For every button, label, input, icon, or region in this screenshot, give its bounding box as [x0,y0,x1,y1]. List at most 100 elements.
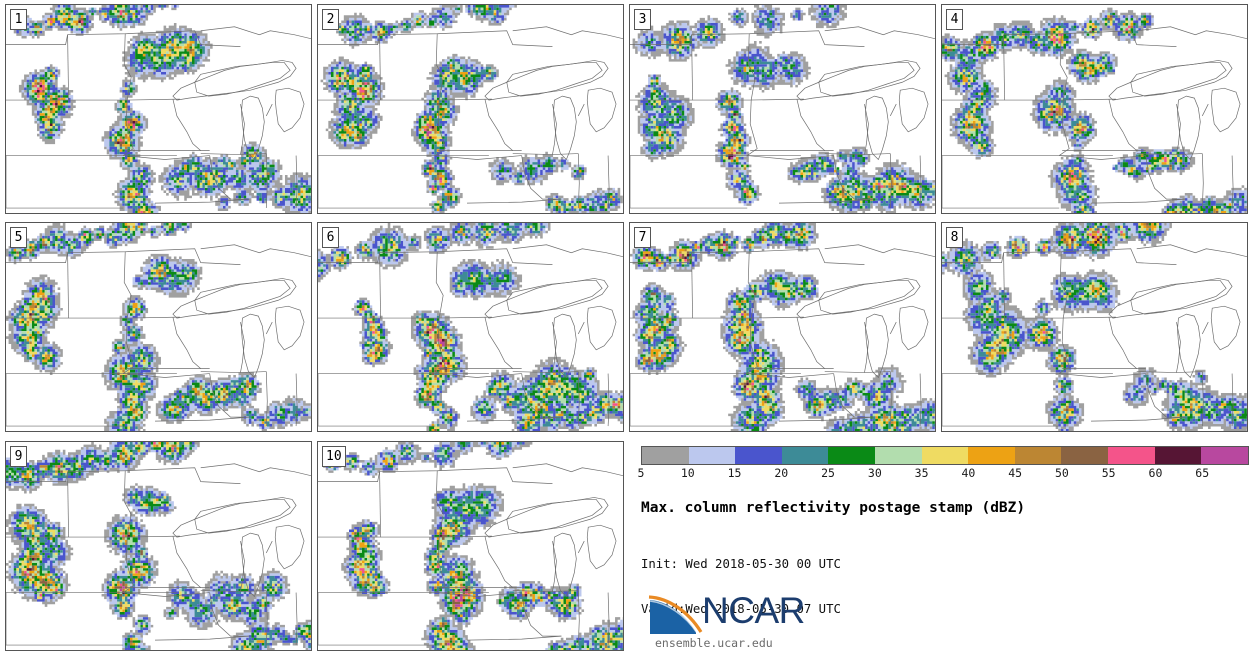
map-panel-8[interactable]: 8 [941,222,1248,432]
map-panel-3[interactable]: 3 [629,4,936,214]
reflectivity-fill [318,223,623,431]
reflectivity-fill [8,223,311,431]
colorbar-swatch-10 [688,447,736,464]
colorbar-tick-50: 50 [1054,466,1069,480]
panel-label-1: 1 [10,9,27,30]
panel-label-10: 10 [322,446,346,467]
colorbar-tick-10: 10 [680,466,695,480]
reflectivity-fill [942,223,1247,431]
colorbar-tick-40: 40 [961,466,976,480]
map-boundaries [6,463,311,646]
reflectivity-fill [330,444,623,650]
map-panel-9[interactable]: 9 [5,441,312,651]
panel-label-3: 3 [634,9,651,30]
reflectivity-fill [328,442,623,650]
map-boundaries [942,244,1247,427]
map-panel-2[interactable]: 2 [317,4,624,214]
map-panel-4[interactable]: 4 [941,4,1248,214]
colorbar-tick-55: 55 [1101,466,1116,480]
panel-label-8: 8 [946,227,963,248]
reflectivity-fill [13,5,311,213]
reflectivity-map [630,5,935,213]
valid-time-value: Wed 2018-05-30 07 UTC [685,602,841,616]
map-boundaries [942,26,1247,209]
reflectivity-map [6,5,311,213]
colorbar-tick-20: 20 [774,466,789,480]
panel-label-9: 9 [10,446,27,467]
reflectivity-map [942,223,1247,431]
colorbar-tick-65: 65 [1195,466,1210,480]
reflectivity-fill [645,5,935,209]
reflectivity-fill [6,442,311,650]
colorbar-swatch-50 [1061,447,1109,464]
panel-label-6: 6 [322,227,339,248]
reflectivity-fill [6,442,311,650]
reflectivity-map [630,223,935,431]
reflectivity-fill [323,442,623,650]
reflectivity-fill [132,123,136,127]
reflectivity-fill [29,313,32,316]
init-time-label: Init: [641,557,679,571]
colorbar-tick-5: 5 [637,466,645,480]
reflectivity-fill [8,223,311,431]
reflectivity-map [318,223,623,431]
map-boundaries [630,26,935,209]
colorbar-tick-60: 60 [1148,466,1163,480]
reflectivity-fill [325,442,623,650]
map-panel-10[interactable]: 10 [317,441,624,651]
reflectivity-fill [11,5,311,213]
reflectivity-fill [942,12,1247,213]
reflectivity-fill [11,223,298,431]
map-panel-6[interactable]: 6 [317,222,624,432]
colorbar-swatch-55 [1108,447,1155,464]
panel-label-7: 7 [634,227,651,248]
reflectivity-fill [426,331,450,370]
reflectivity-fill [426,126,442,188]
legend-block: 5 10 15 20 25 30 35 40 45 50 55 60 65 Max. column re… [636,440,1256,657]
reflectivity-fill [632,5,935,213]
map-boundaries [318,244,623,427]
reflectivity-map [6,442,311,650]
reflectivity-fill [942,223,1247,431]
ncar-logo: NCAR ensemble.ucar.edu [648,588,848,654]
colorbar-tick-35: 35 [914,466,929,480]
ncar-url-label: ensemble.ucar.edu [655,636,773,650]
map-boundaries [318,26,623,209]
reflectivity-fill [336,228,623,431]
reflectivity-fill [320,223,623,431]
colorbar-swatch-15 [735,447,782,464]
init-time-value: Wed 2018-05-30 00 UTC [685,557,841,571]
reflectivity-fill [635,223,935,431]
init-time-row: Init: Wed 2018-05-30 00 UTC [641,557,841,572]
colorbar-tick-45: 45 [1008,466,1023,480]
reflectivity-map [318,442,623,650]
map-boundaries [630,244,935,427]
reflectivity-map [942,7,1247,213]
colorbar-tick-labels: 5 10 15 20 25 30 35 40 45 50 55 60 65 [637,466,1249,482]
panel-label-2: 2 [322,9,339,30]
map-boundaries [318,463,623,646]
colorbar-swatch-45 [1014,447,1062,464]
figure-title: Max. column reflectivity postage stamp (… [641,500,1026,516]
reflectivity-fill [13,5,311,213]
reflectivity-fill [320,5,623,213]
ncar-wordmark: NCAR [702,590,805,631]
colorbar-tick-30: 30 [867,466,882,480]
reflectivity-fill [6,442,311,650]
colorbar-tick-25: 25 [821,466,835,480]
colorbar-swatch-30 [875,447,922,464]
panel-label-4: 4 [946,9,963,30]
map-panel-7[interactable]: 7 [629,222,936,432]
reflectivity-fill [1016,246,1020,249]
colorbar-swatch-20 [781,447,829,464]
map-panel-1[interactable]: 1 [5,4,312,214]
reflectivity-fill [741,313,744,316]
panel-label-5: 5 [10,227,27,248]
map-panel-5[interactable]: 5 [5,222,312,432]
reflectivity-fill [16,223,270,430]
colorbar-swatch-65 [1201,447,1248,464]
colorbar-tick-15: 15 [727,466,742,480]
map-boundaries [6,244,311,427]
reflectivity-fill [1055,38,1059,42]
